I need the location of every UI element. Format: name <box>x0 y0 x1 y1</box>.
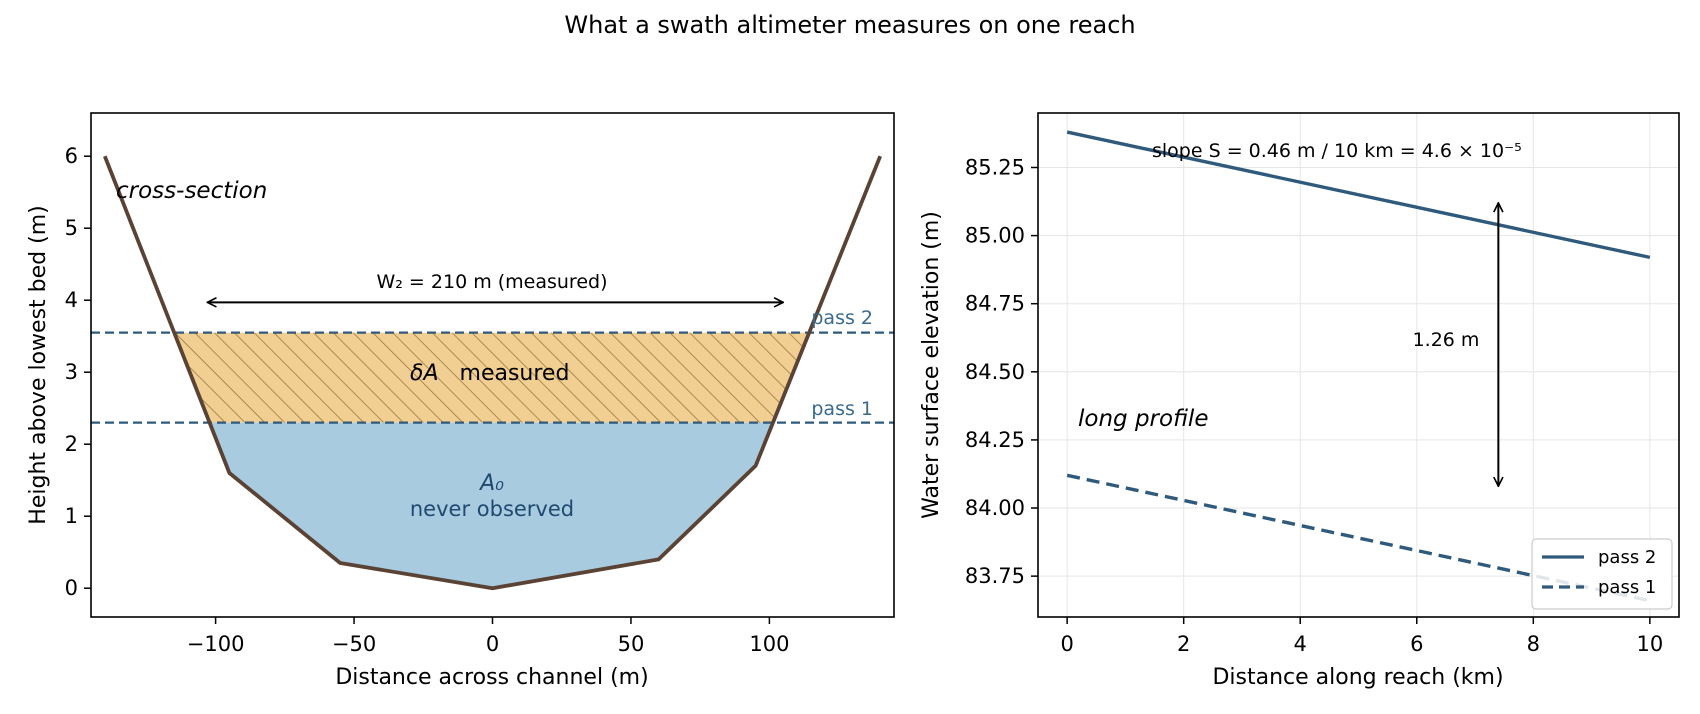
y-tick-label: 83.75 <box>965 564 1025 588</box>
y-tick-label: 84.25 <box>965 428 1025 452</box>
x-axis-label: Distance across channel (m) <box>335 665 648 690</box>
cross-section-panel: −100 −50 0 50 100 0 1 2 3 4 5 6 Distance across ch… <box>26 112 895 690</box>
y-tick-label: 6 <box>65 144 78 168</box>
x-tick-label: 8 <box>1527 632 1540 656</box>
y-tick-label: 1 <box>65 504 78 528</box>
grid-lines <box>1038 113 1679 617</box>
y-tick-label: 84.75 <box>965 292 1025 316</box>
x-tick-label: 0 <box>1060 632 1073 656</box>
x-axis-ticks: −100 −50 0 50 100 <box>187 617 789 656</box>
y-tick-label: 4 <box>65 288 78 312</box>
x-tick-label: 100 <box>749 632 789 656</box>
y-tick-label: 2 <box>65 432 78 456</box>
difference-label: 1.26 m <box>1413 329 1480 351</box>
series-line-pass-2 <box>1066 130 1651 260</box>
pass-2-label: pass 2 <box>811 307 873 329</box>
x-axis-label: Distance along reach (km) <box>1212 665 1503 690</box>
x-tick-label: 0 <box>486 632 499 656</box>
y-tick-label: 84.50 <box>965 360 1025 384</box>
slope-label: slope S = 0.46 m / 10 km = 4.6 × 10⁻⁵ <box>1152 140 1522 162</box>
y-axis-ticks: 83.75 84.00 84.25 84.50 84.75 85.00 85.25 <box>965 155 1038 588</box>
pass-1-label: pass 1 <box>811 398 873 420</box>
channel-bed-line <box>103 155 882 591</box>
delta-a-text: measured <box>460 361 570 386</box>
x-tick-label: −50 <box>332 632 376 656</box>
legend: pass 2 pass 1 <box>1531 538 1673 610</box>
x-tick-label: 10 <box>1636 632 1663 656</box>
legend-label-pass-1: pass 1 <box>1598 577 1656 598</box>
y-axis-ticks: 0 1 2 3 4 5 6 <box>65 144 91 600</box>
legend-label-pass-2: pass 2 <box>1598 547 1656 568</box>
y-tick-label: 5 <box>65 216 78 240</box>
width-label: W₂ = 210 m (measured) <box>376 271 607 293</box>
x-tick-label: 50 <box>618 632 645 656</box>
x-tick-label: −100 <box>187 632 245 656</box>
a0-symbol: A₀ <box>478 471 504 496</box>
y-tick-label: 0 <box>65 576 78 600</box>
delta-a-hatch <box>174 332 810 423</box>
x-tick-label: 6 <box>1410 632 1423 656</box>
y-axis-label: Water surface elevation (m) <box>919 211 944 519</box>
long-profile-panel: 0 2 4 6 8 10 83.75 84.00 84.25 84.50 84.75 85.00 85… <box>919 112 1680 690</box>
delta-a-symbol: δA <box>410 361 439 386</box>
panel-label: cross-section <box>116 178 267 204</box>
figure-title: What a swath altimeter measures on one r… <box>564 11 1135 39</box>
x-tick-label: 2 <box>1177 632 1190 656</box>
y-tick-label: 85.25 <box>965 155 1025 179</box>
long-profile-frame <box>1037 112 1680 618</box>
y-tick-label: 85.00 <box>965 224 1025 248</box>
x-axis-ticks: 0 2 4 6 8 10 <box>1060 617 1663 656</box>
panel-label: long profile <box>1078 406 1208 432</box>
y-tick-label: 3 <box>65 360 78 384</box>
y-tick-label: 84.00 <box>965 496 1025 520</box>
delta-a-label: δA measured <box>410 361 569 386</box>
a0-water-area <box>209 422 773 589</box>
y-axis-label: Height above lowest bed (m) <box>26 205 51 524</box>
x-tick-label: 4 <box>1294 632 1307 656</box>
a0-caption: never observed <box>410 497 574 521</box>
